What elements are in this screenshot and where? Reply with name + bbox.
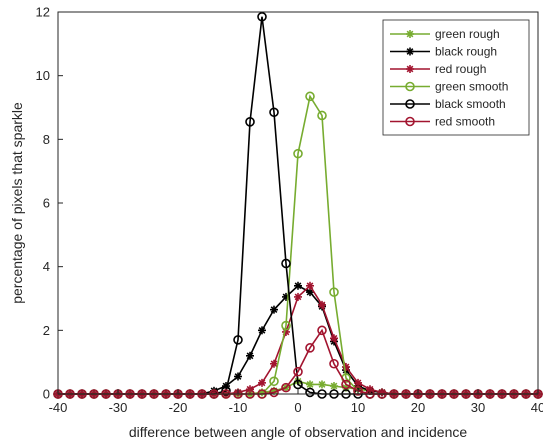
x-axis-label: difference between angle of observation …	[129, 424, 468, 440]
data-point	[305, 91, 315, 102]
legend-label: green rough	[435, 27, 500, 41]
data-point	[281, 320, 291, 331]
legend-marker	[405, 116, 415, 127]
data-point	[269, 107, 279, 118]
data-point	[342, 362, 350, 371]
x-tick-label: -10	[229, 400, 248, 415]
data-point	[258, 378, 266, 387]
legend-label: black rough	[435, 45, 497, 59]
x-tick-label: -30	[109, 400, 128, 415]
data-point	[341, 379, 351, 390]
x-tick-label: 40	[531, 400, 543, 415]
x-tick-label: 20	[411, 400, 425, 415]
x-tick-label: 10	[351, 400, 365, 415]
data-point	[330, 382, 338, 391]
data-point	[269, 387, 279, 398]
data-point	[258, 326, 266, 335]
legend-item: black smooth	[390, 97, 506, 111]
legend-item: green rough	[390, 27, 500, 41]
y-tick-label: 0	[43, 387, 50, 402]
data-point	[269, 376, 279, 387]
data-point	[329, 358, 339, 369]
y-tick-label: 6	[43, 196, 50, 211]
data-point	[318, 300, 326, 309]
legend-item: red smooth	[390, 115, 495, 129]
legend: green rough black rough red rough green smo…	[382, 19, 530, 136]
legend-marker	[406, 47, 414, 56]
data-point	[305, 343, 315, 353]
data-point	[318, 380, 326, 389]
legend-marker	[405, 81, 415, 92]
legend-marker	[405, 99, 415, 109]
data-point	[281, 258, 291, 269]
legend-item: red rough	[390, 62, 486, 76]
data-point	[246, 351, 254, 360]
x-tick-label: 0	[294, 400, 301, 415]
y-tick-label: 12	[36, 5, 50, 20]
y-axis-label: percentage of pixels that sparkle	[9, 102, 25, 304]
series-line	[58, 94, 538, 395]
x-axis: -40 -30 -20 -10 0 10 20 30 40	[49, 389, 543, 415]
data-point	[270, 359, 278, 368]
data-point	[245, 117, 255, 127]
y-tick-label: 4	[43, 259, 50, 274]
data-point	[293, 366, 303, 377]
legend-marker	[406, 30, 414, 38]
legend-item: green smooth	[390, 80, 508, 94]
data-point	[294, 292, 302, 301]
y-tick-label: 2	[43, 323, 50, 338]
legend-label: red rough	[435, 62, 486, 76]
data-point	[354, 378, 362, 387]
data-point	[305, 387, 315, 398]
x-tick-label: 30	[471, 400, 485, 415]
data-point	[353, 386, 363, 396]
data-point	[306, 380, 314, 389]
data-point	[221, 386, 231, 396]
data-point	[306, 281, 314, 290]
x-tick-label: -20	[169, 400, 188, 415]
data-point	[330, 334, 338, 343]
data-point	[281, 382, 291, 393]
y-axis: 0 2 4 6 8 10 12	[36, 5, 63, 402]
data-point	[257, 11, 267, 22]
data-point	[293, 148, 303, 159]
data-point	[317, 110, 327, 121]
data-point	[329, 287, 339, 297]
data-point	[317, 325, 327, 336]
legend-marker	[406, 65, 414, 73]
legend-label: red smooth	[435, 115, 495, 129]
series-red-smooth	[53, 325, 543, 399]
data-point	[233, 335, 243, 345]
data-point	[234, 372, 242, 381]
y-tick-label: 8	[43, 132, 50, 147]
legend-label: black smooth	[435, 97, 506, 111]
legend-label: green smooth	[435, 80, 508, 94]
data-point	[270, 305, 278, 314]
x-tick-label: -40	[49, 400, 68, 415]
legend-item: black rough	[390, 45, 497, 59]
data-point	[293, 379, 303, 390]
legend-box	[382, 19, 530, 136]
y-tick-label: 10	[36, 68, 50, 83]
data-point	[294, 281, 302, 290]
series-green-smooth	[53, 91, 543, 399]
